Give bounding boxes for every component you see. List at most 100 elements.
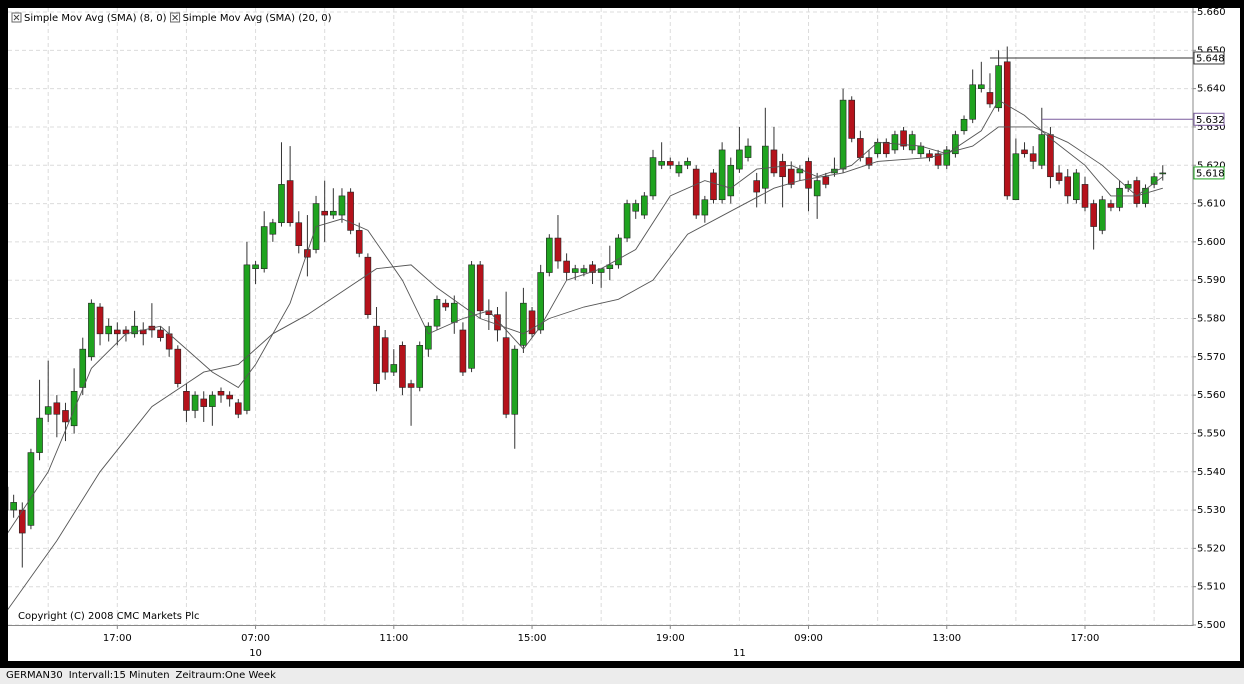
candle-body [934, 153, 942, 166]
candle-body [978, 84, 985, 89]
candle-body [191, 394, 199, 411]
candle-body [1003, 61, 1011, 197]
y-tick-label: 5.550 [1197, 428, 1226, 439]
x-tick-label: 15:00 [518, 633, 547, 644]
candle-body [1159, 172, 1167, 175]
candle-body [1029, 153, 1037, 162]
candle-body [882, 141, 890, 155]
x-tick-label: 17:00 [1071, 633, 1100, 644]
candle-body [1073, 172, 1080, 201]
candle-body [1133, 180, 1141, 204]
price-label: 5.648 [1196, 53, 1225, 64]
y-tick-label: 5.560 [1197, 390, 1226, 401]
candle-body [666, 161, 674, 166]
candle-body [554, 237, 562, 262]
candle-body [157, 329, 164, 338]
interval: Intervall:15 Minuten [68, 670, 170, 681]
candle-body [986, 92, 994, 105]
price-label: 5.632 [1196, 115, 1225, 126]
candle-body [442, 302, 449, 308]
candle-body [364, 256, 372, 315]
candle-body [433, 299, 441, 327]
candle-body [718, 149, 726, 201]
candle-body [407, 383, 415, 388]
candle-body [355, 230, 363, 254]
candle-body [217, 390, 225, 396]
candle-body [1055, 172, 1063, 181]
y-tick-label: 5.580 [1197, 314, 1226, 325]
date-label: 11 [733, 648, 746, 659]
candle-body [995, 65, 1002, 109]
candle-body [736, 149, 743, 170]
candle-body [520, 302, 527, 346]
candle-body [494, 314, 501, 331]
candle-body [857, 138, 864, 158]
period: Zeitraum:One Week [175, 670, 276, 681]
candle-body [321, 210, 328, 216]
candle-body [1021, 149, 1028, 155]
candle-body [822, 176, 830, 185]
candle-body [425, 325, 432, 350]
date-label: 10 [249, 648, 262, 659]
y-tick-label: 5.650 [1197, 45, 1226, 56]
status-bar: GERMAN30 Intervall:15 Minuten Zeitraum:One… [0, 668, 1244, 684]
candle-body [511, 348, 519, 415]
y-tick-label: 5.640 [1197, 84, 1226, 95]
candle-body [1047, 134, 1054, 178]
candle-body [88, 302, 95, 358]
candle-body [347, 191, 354, 231]
candle-body [787, 168, 795, 185]
x-tick-label: 09:00 [794, 633, 823, 644]
y-tick-label: 5.590 [1197, 275, 1226, 286]
candle-body [252, 264, 259, 269]
candle-body [692, 168, 700, 216]
candle-body [658, 161, 665, 166]
plot [8, 46, 1167, 611]
y-tick-label: 5.530 [1197, 505, 1226, 516]
candle-body [969, 84, 976, 120]
candle-body [338, 195, 346, 216]
candle-body [727, 164, 735, 197]
candle-body [1038, 134, 1046, 166]
candle-body [399, 345, 406, 388]
y-tick-label: 5.520 [1197, 543, 1226, 554]
candle-body [260, 226, 268, 269]
candle-body [234, 402, 242, 415]
candle-body [209, 394, 216, 407]
candle-body [563, 260, 570, 273]
candle-body [44, 406, 52, 415]
candle-body [1116, 187, 1123, 208]
candle-body [390, 364, 398, 373]
candle-body [243, 264, 251, 411]
y-tick-label: 5.540 [1197, 467, 1226, 478]
candle-body [330, 210, 337, 216]
candle-body [381, 337, 389, 373]
price-label: 5.618 [1196, 168, 1225, 179]
candle-body [641, 195, 648, 216]
candle-body [606, 264, 614, 269]
candle-body [476, 264, 484, 312]
y-tick-label: 5.600 [1197, 237, 1226, 248]
candle-body [1098, 199, 1106, 231]
candle-body [131, 325, 138, 335]
y-tick-label: 5.660 [1197, 7, 1226, 18]
candle-body [79, 348, 87, 388]
candle-body [649, 157, 657, 197]
price-box [1193, 166, 1225, 180]
candle-body [1012, 153, 1020, 201]
candle-body [839, 99, 847, 170]
candle-body [200, 398, 208, 407]
candle-body [546, 237, 553, 273]
axes: 5.500 5.510 5.520 5.530 5.540 5.550 5.560 5.570… [103, 7, 1226, 659]
sma-line [8, 99, 1164, 534]
y-tick-label: 5.630 [1197, 122, 1226, 133]
candle-body [174, 348, 182, 384]
candle-body [114, 329, 121, 335]
legend-check [13, 14, 20, 21]
candle-body [865, 157, 873, 166]
candle-body [27, 452, 35, 526]
candle-body [1142, 187, 1149, 204]
candle-body [373, 325, 380, 384]
chart-area [8, 8, 1240, 661]
